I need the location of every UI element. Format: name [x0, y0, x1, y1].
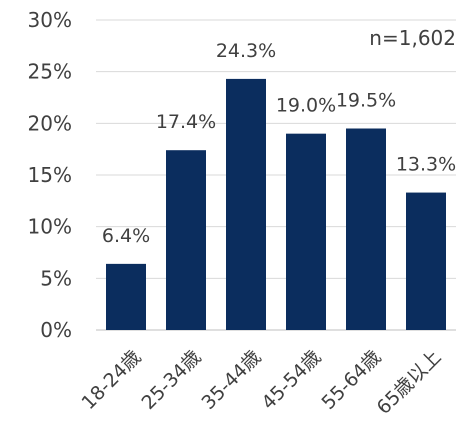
x-tick-label: 65歳以上 [373, 346, 446, 419]
data-label: 17.4% [156, 111, 216, 133]
y-tick-label: 10% [28, 215, 72, 239]
x-tick-label: 18-24歳 [77, 346, 145, 414]
data-label: 13.3% [396, 154, 456, 176]
bar [406, 192, 446, 330]
y-tick-label: 0% [40, 318, 72, 342]
y-tick-label: 25% [28, 60, 72, 84]
bars [106, 78, 446, 331]
sample-size-annotation: n=1,602 [369, 26, 456, 50]
bar [166, 150, 206, 330]
gridlines [96, 19, 456, 331]
y-tick-label: 15% [28, 163, 72, 187]
data-label: 24.3% [216, 40, 276, 62]
data-label: 6.4% [102, 225, 150, 247]
y-axis-tick-labels: 0% 5% 10% 15% 20% 25% 30% [28, 8, 72, 342]
data-label: 19.5% [336, 90, 396, 112]
bar [106, 263, 146, 330]
x-tick-label: 35-44歳 [197, 346, 265, 414]
x-tick-label: 45-54歳 [257, 346, 325, 414]
y-tick-label: 5% [40, 266, 72, 290]
data-labels: 6.4% 17.4% 24.3% 19.0% 19.5% 13.3% [102, 40, 456, 247]
y-tick-label: 30% [28, 8, 72, 32]
bar [346, 128, 386, 330]
y-tick-label: 20% [28, 111, 72, 135]
data-label: 19.0% [276, 95, 336, 117]
bar [286, 133, 326, 330]
x-tick-label: 25-34歳 [137, 346, 205, 414]
bar [226, 78, 266, 331]
